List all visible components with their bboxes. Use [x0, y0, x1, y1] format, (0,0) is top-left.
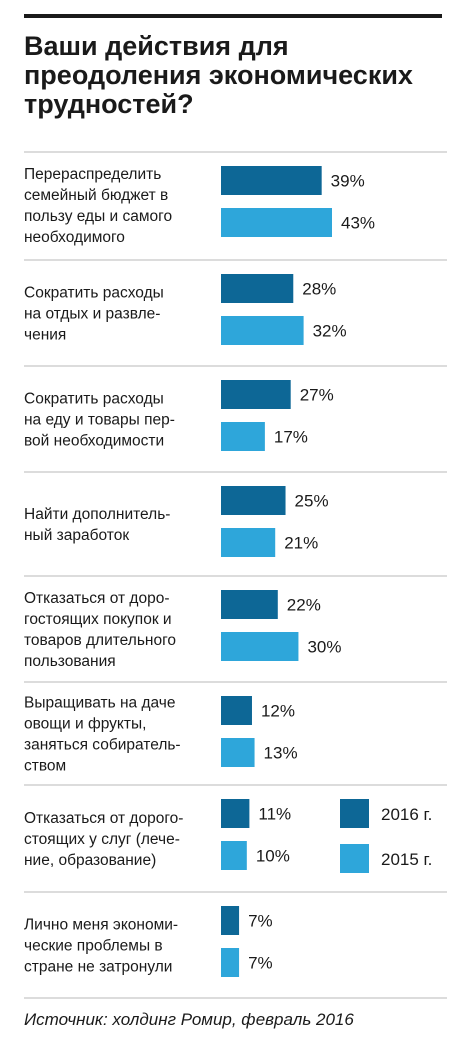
bar [221, 422, 265, 451]
category-label: Найти дополнитель- [24, 506, 170, 523]
data-label: 17% [274, 428, 308, 447]
category-label: Отказаться от дорого- [24, 810, 183, 827]
bar [221, 380, 291, 409]
category-label: чения [24, 326, 66, 343]
bar [221, 208, 332, 237]
category-label: ние, образование) [24, 852, 156, 869]
category-label: Сократить расходы [24, 390, 164, 407]
top-rule [24, 14, 442, 18]
legend-label: 2016 г. [381, 805, 432, 824]
bar [221, 528, 276, 557]
data-label: 28% [302, 280, 336, 299]
category-label: овощи и фрукты, [24, 715, 146, 732]
category-label: Отказаться от доро- [24, 590, 170, 607]
category-label: семейный бюджет в [24, 187, 168, 204]
bar [221, 590, 278, 619]
data-label: 43% [341, 214, 375, 233]
bar [221, 486, 286, 515]
bar [221, 166, 322, 195]
category-label: заняться собиратель- [24, 736, 181, 753]
category-label: пользу еды и самого [24, 208, 172, 225]
category-label: на отдых и развле- [24, 305, 160, 322]
legend-label: 2015 г. [381, 850, 432, 869]
data-label: 25% [295, 492, 329, 511]
bar [221, 696, 252, 725]
data-label: 13% [264, 744, 298, 763]
legend-swatch [340, 844, 369, 873]
bar [221, 799, 250, 828]
legend-swatch [340, 799, 369, 828]
bar [221, 738, 255, 767]
category-label: Лично меня экономи- [24, 916, 178, 933]
bar [221, 316, 304, 345]
data-label: 39% [331, 172, 365, 191]
category-label: ством [24, 757, 66, 774]
data-label: 10% [256, 847, 290, 866]
data-label: 22% [287, 596, 321, 615]
data-label: 12% [261, 702, 295, 721]
chart-title: Ваши действия для преодоления экономичес… [24, 31, 413, 119]
data-label: 11% [258, 805, 291, 824]
data-label: 30% [307, 638, 341, 657]
bar [221, 948, 240, 977]
data-label: 27% [300, 386, 334, 405]
category-label: стоящих у слуг (лече- [24, 831, 180, 848]
category-label: Сократить расходы [24, 284, 164, 301]
bar [221, 632, 299, 661]
data-label: 7% [248, 954, 273, 973]
category-label: необходимого [24, 229, 125, 246]
category-label: Перераспределить [24, 166, 161, 183]
category-label: на еду и товары пер- [24, 411, 175, 428]
category-label: стране не затронули [24, 958, 172, 975]
data-label: 7% [248, 912, 273, 931]
bar [221, 274, 294, 303]
category-label: ный заработок [24, 527, 129, 544]
data-label: 21% [284, 534, 318, 553]
category-label: гостоящих покупок и [24, 611, 172, 628]
chart-source: Источник: холдинг Ромир, февраль 2016 [24, 1010, 354, 1029]
bar [221, 906, 240, 935]
category-label: товаров длительного [24, 632, 176, 649]
bar [221, 841, 247, 870]
category-label: ческие проблемы в [24, 937, 163, 954]
data-label: 32% [313, 322, 347, 341]
category-label: Выращивать на даче [24, 694, 175, 711]
category-label: вой необходимости [24, 432, 164, 449]
category-label: пользования [24, 653, 116, 670]
